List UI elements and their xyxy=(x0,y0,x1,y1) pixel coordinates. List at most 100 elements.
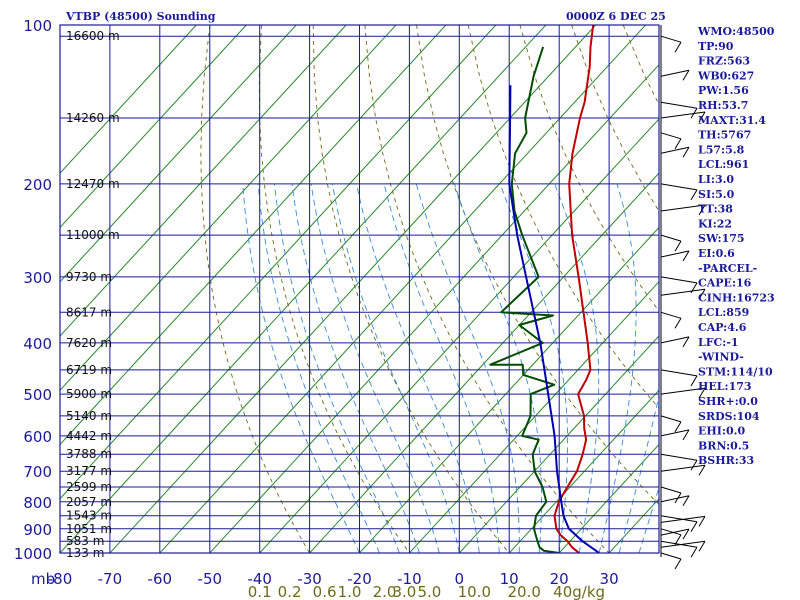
wind-barb-flag xyxy=(690,521,698,532)
wind-barb-flag xyxy=(698,387,706,399)
mixing-ratio-label: 2.0 xyxy=(373,583,397,600)
temperature-tick-label: -60 xyxy=(148,570,173,588)
dewpoint-line xyxy=(489,46,560,553)
pressure-label: 600 xyxy=(23,428,52,446)
height-label: 16600 m xyxy=(66,29,120,43)
plot-frame xyxy=(59,24,660,554)
index-item: SRDS:104 xyxy=(698,410,760,423)
wind-barb xyxy=(660,204,706,212)
mixing-ratio-label: 0.2 xyxy=(278,583,302,600)
wind-barb-flag xyxy=(698,111,706,123)
height-label: 6719 m xyxy=(66,363,112,377)
wind-barb-flag xyxy=(682,495,690,507)
wind-barb xyxy=(660,528,690,536)
moist-adiabat-line xyxy=(499,183,569,553)
wind-barb-flag xyxy=(682,336,690,348)
mixing-ratio-label: 0.1 xyxy=(248,583,272,600)
index-item: SW:175 xyxy=(698,232,745,245)
index-item: EHI:0.0 xyxy=(698,425,745,438)
wind-profile xyxy=(660,25,706,570)
pressure-axis-unit: mb xyxy=(31,570,55,588)
pressure-label: 500 xyxy=(23,386,52,404)
index-item: L57:5.8 xyxy=(698,143,745,156)
moist-adiabat-line xyxy=(383,183,500,553)
moist-adiabat-line xyxy=(257,183,380,553)
mixing-ratio-label: 10.0 xyxy=(458,583,491,600)
pressure-label: 800 xyxy=(23,494,52,512)
pressure-label: 100 xyxy=(23,17,52,35)
temperature-tick-label: -40 xyxy=(247,570,272,588)
index-item: TP:90 xyxy=(698,40,734,53)
temperature-tick-label: 20 xyxy=(550,570,569,588)
mixing-ratio-label: 1.0 xyxy=(338,583,362,600)
wind-barb-flag xyxy=(698,516,706,527)
wind-barb-flag xyxy=(674,138,682,150)
mixing-ratio-label: 40g/kg xyxy=(553,583,605,600)
moist-adiabat-line xyxy=(638,485,659,553)
index-item: WMO:48500 xyxy=(697,25,775,38)
profile-lines xyxy=(489,25,600,553)
wind-barb xyxy=(660,540,706,548)
wind-barb-flag xyxy=(690,546,698,558)
index-item: MAXT:31.4 xyxy=(698,114,766,127)
pressure-axis-labels: 1000 900 800 700 600 500 400 300 200 100 xyxy=(14,17,52,563)
wind-barb xyxy=(660,552,682,560)
wind-barb-flag xyxy=(682,429,690,441)
temperature-axis-labels: -80 -70 -60 -50 -40 -30 -20 -10 0 10 20 30 xyxy=(48,570,619,588)
wind-barb xyxy=(660,146,690,154)
height-label: 14260 m xyxy=(66,111,120,125)
height-label: 11000 m xyxy=(66,228,120,242)
wind-barb-flag xyxy=(698,289,706,300)
temperature-tick-label: -10 xyxy=(397,570,422,588)
wind-barb xyxy=(660,464,706,472)
wind-barb xyxy=(660,250,690,258)
wind-barb xyxy=(660,311,682,319)
index-item: STM:114/10 xyxy=(698,365,773,378)
wind-barb-flag xyxy=(682,528,690,540)
index-item: BRN:0.5 xyxy=(698,439,749,452)
index-item: TT:38 xyxy=(698,203,733,216)
temperature-tick-label: -20 xyxy=(347,570,372,588)
wind-barb xyxy=(660,415,682,423)
wind-barb xyxy=(660,528,682,536)
wind-barb-flag xyxy=(674,41,682,53)
wind-barb xyxy=(660,132,682,140)
height-label: 4442 m xyxy=(66,429,112,443)
height-label: 9730 m xyxy=(66,270,112,284)
index-item: LFC:-1 xyxy=(698,336,739,349)
height-labels: 16600 m 14260 m 12470 m 11000 m 9730 m 8617 m… xyxy=(66,29,120,560)
wind-barb xyxy=(660,35,682,43)
temperature-tick-label: -50 xyxy=(198,570,223,588)
wind-barb xyxy=(660,387,706,395)
wind-barb xyxy=(660,336,690,344)
moist-adiabat-line xyxy=(291,183,420,553)
pressure-label: 1000 xyxy=(14,545,52,563)
pressure-label: 700 xyxy=(23,463,52,481)
index-item: LCL:859 xyxy=(698,306,749,319)
index-item: LCL:961 xyxy=(698,158,749,171)
height-label: 2057 m xyxy=(66,495,112,509)
wind-barb xyxy=(660,429,690,437)
wind-barb-flag xyxy=(682,250,690,262)
wind-barb-flag xyxy=(682,69,690,81)
index-item: SHR+:0.0 xyxy=(698,395,758,408)
wind-barb xyxy=(660,276,698,284)
wind-barb xyxy=(660,69,690,77)
height-label: 1051 m xyxy=(66,522,112,536)
wind-barb-flag xyxy=(698,540,706,552)
chart-title: VTBP (48500) Sounding xyxy=(65,10,216,23)
pressure-label: 200 xyxy=(23,176,52,194)
height-label: 5140 m xyxy=(66,409,112,423)
height-label: 2599 m xyxy=(66,480,112,494)
wind-barb xyxy=(660,369,698,377)
mixing-ratio-label: 20.0 xyxy=(507,583,540,600)
height-label: 583 m xyxy=(66,534,104,548)
wind-barb xyxy=(660,288,706,296)
index-item: SI:5.0 xyxy=(698,188,735,201)
index-item: -WIND- xyxy=(698,351,744,364)
wind-barb xyxy=(660,515,706,523)
wind-barb xyxy=(660,486,682,494)
